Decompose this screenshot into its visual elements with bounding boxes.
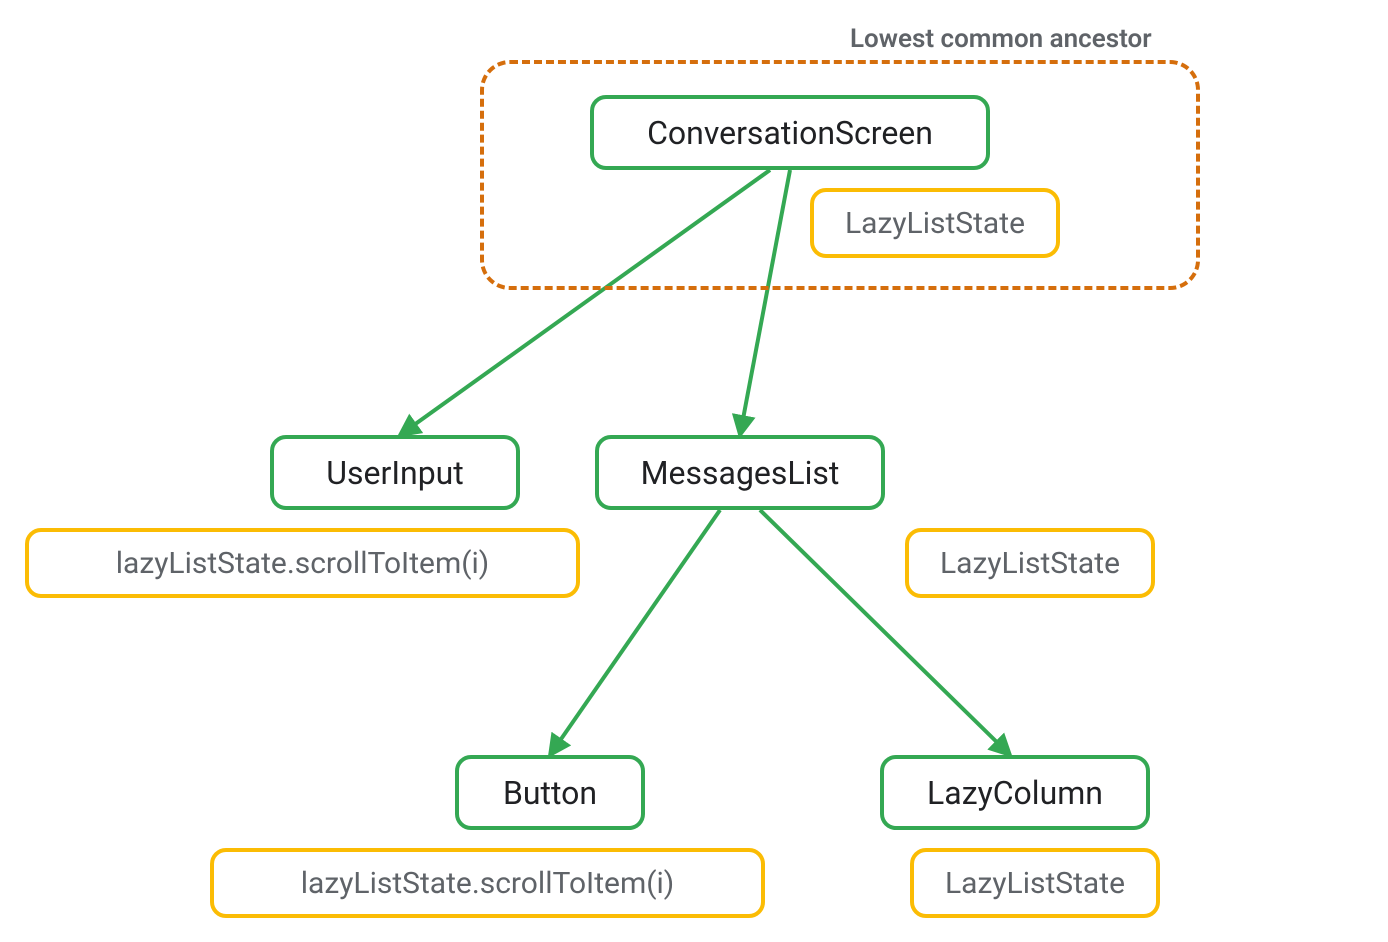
node-lazycol: LazyColumn [880, 755, 1150, 830]
node-msglist: MessagesList [595, 435, 885, 510]
node-conv: ConversationScreen [590, 95, 990, 170]
node-lls3: LazyListState [910, 848, 1160, 918]
node-lls2: LazyListState [905, 528, 1155, 598]
node-button: Button [455, 755, 645, 830]
node-lls1: LazyListState [810, 188, 1060, 258]
node-userinput: UserInput [270, 435, 520, 510]
node-scroll1: lazyListState.scrollToItem(i) [25, 528, 580, 598]
node-scroll2: lazyListState.scrollToItem(i) [210, 848, 765, 918]
annotation-label: Lowest common ancestor [850, 24, 1152, 54]
diagram-canvas: Lowest common ancestor ConversationScree… [0, 0, 1388, 942]
